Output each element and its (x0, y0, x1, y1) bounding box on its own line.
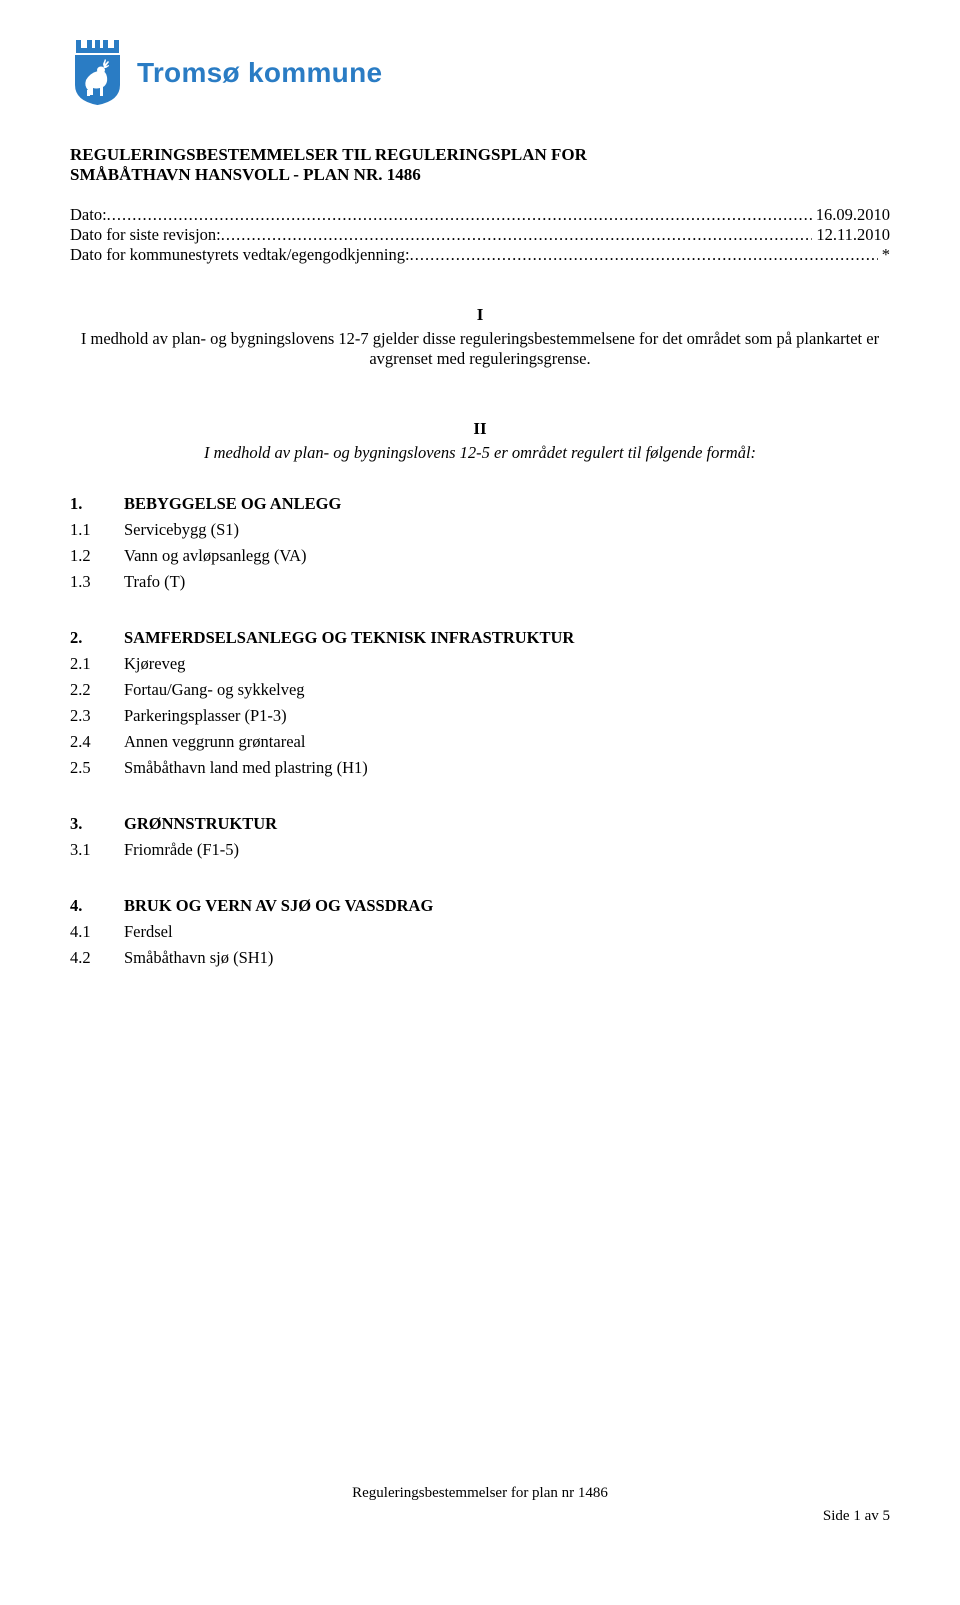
date-row: Dato for kommunestyrets vedtak/egengodkj… (70, 245, 890, 265)
date-row: Dato: 16.09.2010 (70, 205, 890, 225)
date-label: Dato for kommunestyrets vedtak/egengodkj… (70, 245, 410, 265)
date-label: Dato: (70, 205, 107, 225)
page-header: Tromsø kommune (70, 40, 890, 105)
list-item-row: 2.5Småbåthavn land med plastring (H1) (70, 755, 890, 781)
section-roman-1: I (70, 305, 890, 325)
list-item-row: 1.2Vann og avløpsanlegg (VA) (70, 543, 890, 569)
section-heading: BEBYGGELSE OG ANLEGG (124, 494, 341, 514)
section-heading-row: 4.BRUK OG VERN AV SJØ OG VASSDRAG (70, 893, 890, 919)
item-label: Parkeringsplasser (P1-3) (124, 706, 287, 726)
list-item-row: 1.3Trafo (T) (70, 569, 890, 595)
list-item-row: 3.1Friområde (F1-5) (70, 837, 890, 863)
date-value: * (878, 245, 890, 265)
document-page: Tromsø kommune REGULERINGSBESTEMMELSER T… (0, 0, 960, 1555)
sections-container: 1.BEBYGGELSE OG ANLEGG1.1Servicebygg (S1… (70, 491, 890, 971)
list-item-row: 2.1Kjøreveg (70, 651, 890, 677)
list-section: 3.GRØNNSTRUKTUR3.1Friområde (F1-5) (70, 811, 890, 863)
date-label: Dato for siste revisjon: (70, 225, 221, 245)
item-label: Ferdsel (124, 922, 173, 942)
section-roman-2: II (70, 419, 890, 439)
item-number: 2.2 (70, 680, 124, 700)
title-line-2: SMÅBÅTHAVN HANSVOLL - PLAN NR. 1486 (70, 165, 890, 185)
section-heading-row: 3.GRØNNSTRUKTUR (70, 811, 890, 837)
section-heading-row: 1.BEBYGGELSE OG ANLEGG (70, 491, 890, 517)
section-number: 1. (70, 494, 124, 514)
item-label: Servicebygg (S1) (124, 520, 239, 540)
item-number: 4.1 (70, 922, 124, 942)
item-number: 1.3 (70, 572, 124, 592)
footer-center-text: Reguleringsbestemmelser for plan nr 1486 (70, 1485, 890, 1502)
item-label: Friområde (F1-5) (124, 840, 239, 860)
org-name: Tromsø kommune (137, 57, 382, 89)
item-label: Småbåthavn sjø (SH1) (124, 948, 273, 968)
section-heading: GRØNNSTRUKTUR (124, 814, 277, 834)
list-item-row: 4.1Ferdsel (70, 919, 890, 945)
date-value: 12.11.2010 (812, 225, 890, 245)
item-number: 2.1 (70, 654, 124, 674)
item-number: 3.1 (70, 840, 124, 860)
date-value: 16.09.2010 (812, 205, 890, 225)
footer-page-number: Side 1 av 5 (70, 1508, 890, 1525)
section-heading: BRUK OG VERN AV SJØ OG VASSDRAG (124, 896, 433, 916)
list-section: 1.BEBYGGELSE OG ANLEGG1.1Servicebygg (S1… (70, 491, 890, 595)
leader-dots (221, 225, 812, 245)
title-line-1: REGULERINGSBESTEMMELSER TIL REGULERINGSP… (70, 145, 890, 165)
item-number: 4.2 (70, 948, 124, 968)
list-item-row: 2.4Annen veggrunn grøntareal (70, 729, 890, 755)
item-label: Annen veggrunn grøntareal (124, 732, 305, 752)
item-number: 2.3 (70, 706, 124, 726)
municipality-crest-icon (70, 40, 125, 105)
item-label: Småbåthavn land med plastring (H1) (124, 758, 368, 778)
item-number: 1.1 (70, 520, 124, 540)
leader-dots (107, 205, 812, 225)
section-number: 4. (70, 896, 124, 916)
date-block: Dato: 16.09.2010 Dato for siste revisjon… (70, 205, 890, 265)
item-number: 2.4 (70, 732, 124, 752)
date-row: Dato for siste revisjon: 12.11.2010 (70, 225, 890, 245)
item-label: Vann og avløpsanlegg (VA) (124, 546, 307, 566)
list-item-row: 4.2Småbåthavn sjø (SH1) (70, 945, 890, 971)
list-section: 2.SAMFERDSELSANLEGG OG TEKNISK INFRASTRU… (70, 625, 890, 781)
section-number: 3. (70, 814, 124, 834)
item-number: 2.5 (70, 758, 124, 778)
section-heading: SAMFERDSELSANLEGG OG TEKNISK INFRASTRUKT… (124, 628, 574, 648)
section-number: 2. (70, 628, 124, 648)
list-section: 4.BRUK OG VERN AV SJØ OG VASSDRAG4.1Ferd… (70, 893, 890, 971)
list-item-row: 2.3Parkeringsplasser (P1-3) (70, 703, 890, 729)
list-item-row: 2.2Fortau/Gang- og sykkelveg (70, 677, 890, 703)
page-footer: Reguleringsbestemmelser for plan nr 1486… (70, 1485, 890, 1525)
document-title: REGULERINGSBESTEMMELSER TIL REGULERINGSP… (70, 145, 890, 185)
section-1-text: I medhold av plan- og bygningslovens 12-… (70, 329, 890, 369)
item-label: Trafo (T) (124, 572, 185, 592)
item-label: Kjøreveg (124, 654, 185, 674)
section-heading-row: 2.SAMFERDSELSANLEGG OG TEKNISK INFRASTRU… (70, 625, 890, 651)
list-item-row: 1.1Servicebygg (S1) (70, 517, 890, 543)
item-number: 1.2 (70, 546, 124, 566)
item-label: Fortau/Gang- og sykkelveg (124, 680, 305, 700)
section-2-text: I medhold av plan- og bygningslovens 12-… (70, 443, 890, 463)
leader-dots (410, 245, 878, 265)
